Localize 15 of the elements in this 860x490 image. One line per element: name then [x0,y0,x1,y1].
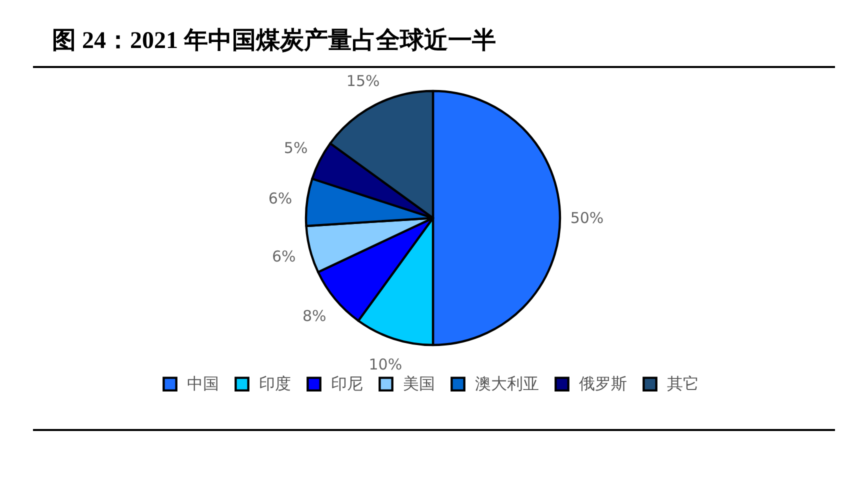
legend-label: 俄罗斯 [579,375,627,394]
legend-label: 其它 [667,375,699,394]
legend-label: 美国 [403,375,435,394]
chart-title: 图 24：2021 年中国煤炭产量占全球近一半 [52,27,496,54]
legend-label: 印尼 [331,375,363,394]
data-label: 6% [268,190,292,208]
data-label: 8% [302,307,326,326]
data-label: 10% [368,355,402,374]
data-label: 6% [272,247,296,266]
data-label: 5% [284,139,308,158]
legend-label: 中国 [187,375,219,394]
legend-label: 印度 [259,375,291,394]
data-label: 50% [570,209,604,227]
legend-label: 澳大利亚 [475,375,539,394]
data-label: 15% [346,72,380,90]
